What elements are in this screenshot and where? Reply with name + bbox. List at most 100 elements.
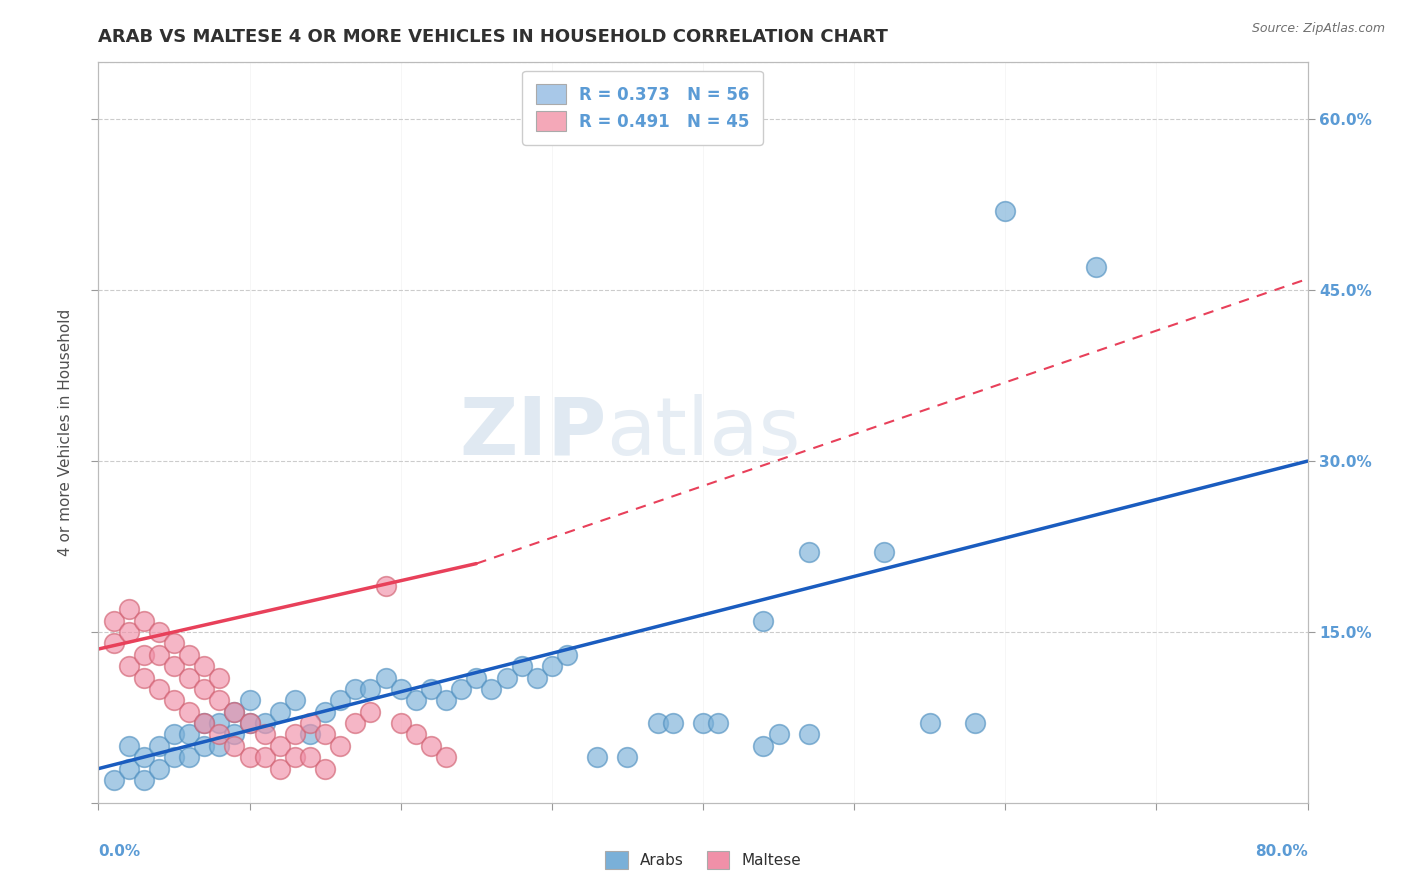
Point bbox=[253, 727, 276, 741]
Point bbox=[118, 762, 141, 776]
Point bbox=[752, 614, 775, 628]
Point bbox=[389, 681, 412, 696]
Point bbox=[224, 727, 246, 741]
Point bbox=[405, 727, 427, 741]
Point bbox=[661, 716, 683, 731]
Point bbox=[132, 648, 155, 662]
Point bbox=[481, 681, 503, 696]
Point bbox=[239, 750, 262, 764]
Point bbox=[163, 659, 186, 673]
Point bbox=[269, 739, 291, 753]
Point bbox=[239, 716, 262, 731]
Point bbox=[224, 705, 246, 719]
Point bbox=[148, 739, 170, 753]
Point bbox=[344, 716, 367, 731]
Point bbox=[314, 727, 336, 741]
Point bbox=[208, 716, 231, 731]
Point bbox=[420, 739, 443, 753]
Point bbox=[132, 772, 155, 787]
Point bbox=[208, 671, 231, 685]
Point bbox=[163, 636, 186, 650]
Point bbox=[299, 727, 322, 741]
Text: atlas: atlas bbox=[606, 393, 800, 472]
Point bbox=[208, 739, 231, 753]
Point bbox=[360, 681, 382, 696]
Text: Source: ZipAtlas.com: Source: ZipAtlas.com bbox=[1251, 22, 1385, 36]
Point bbox=[132, 750, 155, 764]
Text: 80.0%: 80.0% bbox=[1254, 844, 1308, 858]
Text: ZIP: ZIP bbox=[458, 393, 606, 472]
Point bbox=[179, 671, 201, 685]
Y-axis label: 4 or more Vehicles in Household: 4 or more Vehicles in Household bbox=[58, 309, 73, 557]
Point bbox=[360, 705, 382, 719]
Point bbox=[797, 727, 820, 741]
Point bbox=[420, 681, 443, 696]
Point bbox=[434, 693, 457, 707]
Point bbox=[299, 716, 322, 731]
Point bbox=[148, 624, 170, 639]
Point bbox=[586, 750, 609, 764]
Point bbox=[103, 636, 125, 650]
Point bbox=[148, 681, 170, 696]
Point bbox=[540, 659, 562, 673]
Point bbox=[179, 727, 201, 741]
Point bbox=[752, 739, 775, 753]
Point bbox=[314, 705, 336, 719]
Point bbox=[374, 579, 396, 593]
Legend: Arabs, Maltese: Arabs, Maltese bbox=[599, 845, 807, 875]
Point bbox=[692, 716, 714, 731]
Point bbox=[434, 750, 457, 764]
Point bbox=[118, 602, 141, 616]
Point bbox=[224, 739, 246, 753]
Text: ARAB VS MALTESE 4 OR MORE VEHICLES IN HOUSEHOLD CORRELATION CHART: ARAB VS MALTESE 4 OR MORE VEHICLES IN HO… bbox=[98, 28, 889, 45]
Legend: R = 0.373   N = 56, R = 0.491   N = 45: R = 0.373 N = 56, R = 0.491 N = 45 bbox=[523, 70, 762, 145]
Point bbox=[163, 693, 186, 707]
Point bbox=[179, 648, 201, 662]
Point bbox=[616, 750, 638, 764]
Point bbox=[768, 727, 790, 741]
Point bbox=[284, 750, 307, 764]
Point bbox=[253, 716, 276, 731]
Point bbox=[193, 716, 215, 731]
Point bbox=[193, 681, 215, 696]
Point bbox=[647, 716, 669, 731]
Point bbox=[193, 716, 215, 731]
Point bbox=[510, 659, 533, 673]
Point bbox=[193, 659, 215, 673]
Point bbox=[329, 693, 352, 707]
Point bbox=[163, 750, 186, 764]
Point bbox=[526, 671, 548, 685]
Point bbox=[329, 739, 352, 753]
Point bbox=[208, 727, 231, 741]
Point bbox=[224, 705, 246, 719]
Point bbox=[918, 716, 941, 731]
Point bbox=[873, 545, 896, 559]
Point bbox=[118, 659, 141, 673]
Point bbox=[344, 681, 367, 696]
Point bbox=[103, 772, 125, 787]
Point bbox=[208, 693, 231, 707]
Point bbox=[118, 739, 141, 753]
Point bbox=[555, 648, 578, 662]
Point bbox=[495, 671, 517, 685]
Point bbox=[797, 545, 820, 559]
Text: 0.0%: 0.0% bbox=[98, 844, 141, 858]
Point bbox=[118, 624, 141, 639]
Point bbox=[299, 750, 322, 764]
Point bbox=[148, 762, 170, 776]
Point bbox=[193, 739, 215, 753]
Point bbox=[314, 762, 336, 776]
Point bbox=[284, 727, 307, 741]
Point bbox=[374, 671, 396, 685]
Point bbox=[148, 648, 170, 662]
Point bbox=[163, 727, 186, 741]
Point bbox=[389, 716, 412, 731]
Point bbox=[103, 614, 125, 628]
Point bbox=[450, 681, 472, 696]
Point bbox=[269, 705, 291, 719]
Point bbox=[239, 716, 262, 731]
Point bbox=[284, 693, 307, 707]
Point bbox=[707, 716, 730, 731]
Point bbox=[465, 671, 488, 685]
Point bbox=[132, 671, 155, 685]
